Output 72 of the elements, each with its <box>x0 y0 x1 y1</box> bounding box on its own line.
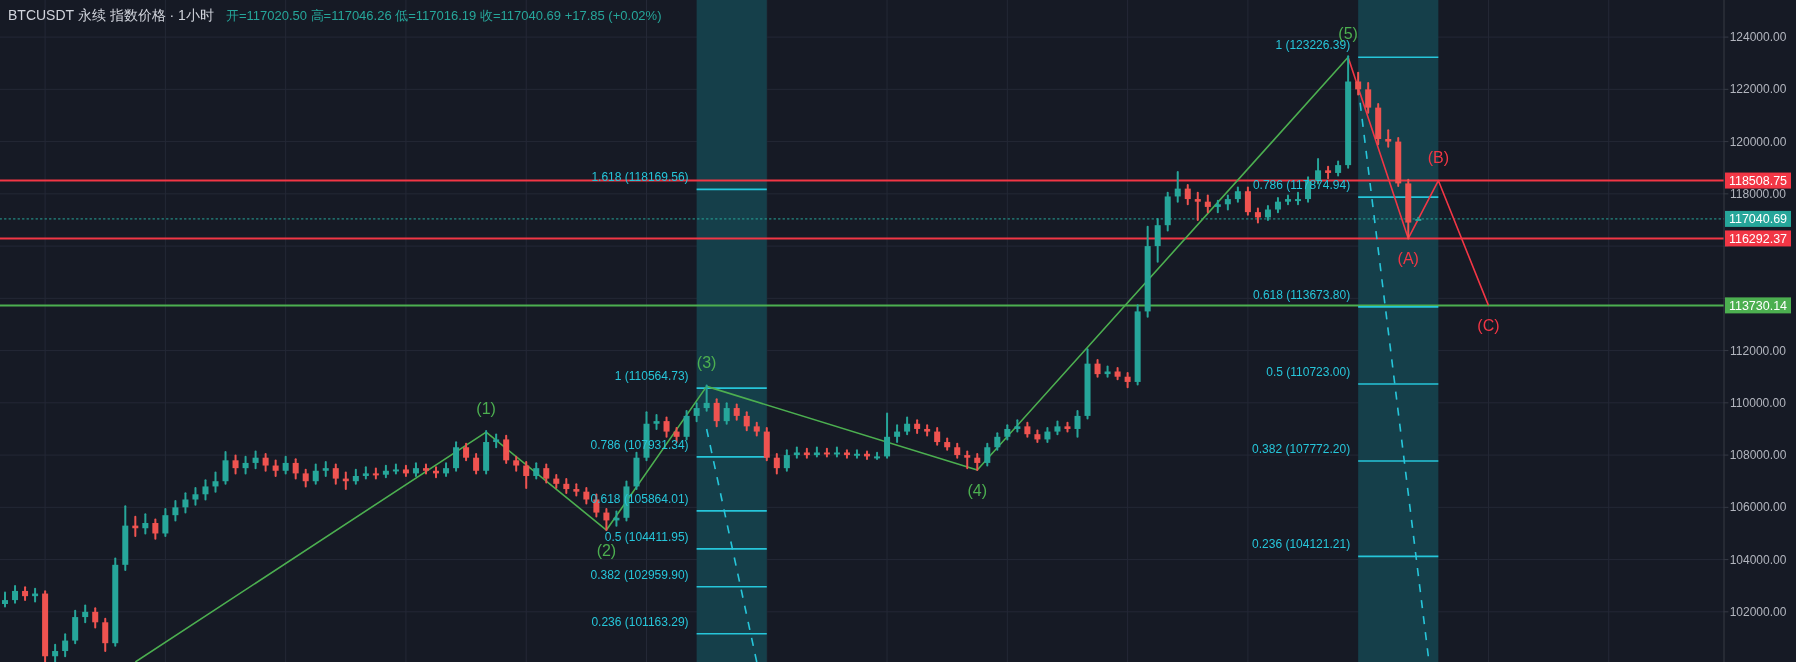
candlestick <box>212 471 219 493</box>
candlestick <box>663 416 670 438</box>
candlestick <box>332 463 339 485</box>
candlestick <box>1385 129 1392 148</box>
series-label: 0.236 (101163.29) <box>591 614 689 629</box>
y-tick-label: 120000.00 <box>1729 134 1787 149</box>
candlestick <box>683 409 690 441</box>
candlestick <box>312 463 319 485</box>
annotation: (3) <box>696 354 717 372</box>
series-label: 0.382 (102959.90) <box>590 567 689 582</box>
y-tick-label: 108000.00 <box>1729 448 1787 463</box>
text: 开=117020.50 高=117046.26 低=117016.19 收=117040.69 +17.85 (+0.02%) <box>225 8 662 23</box>
candlestick <box>1184 184 1191 206</box>
candlestick <box>773 453 780 475</box>
candlestick <box>713 398 720 428</box>
candlestick <box>823 447 830 458</box>
candlestick <box>984 442 991 467</box>
y-tick-label: 104000.00 <box>1729 552 1787 567</box>
candlestick <box>1074 409 1081 438</box>
series-label: 0.5 (110723.00) <box>1266 364 1351 379</box>
candlestick <box>473 453 480 475</box>
candlestick <box>152 518 159 540</box>
candlestick <box>453 441 460 472</box>
candlestick <box>372 467 379 480</box>
text: BTCUSDT 永续 指数价格 · 1小时 <box>8 7 214 23</box>
candlestick <box>72 609 79 645</box>
candlestick <box>1244 186 1251 216</box>
annotation: (B) <box>1427 148 1449 166</box>
candlestick <box>964 450 971 470</box>
y-tick-label: 118000.00 <box>1730 186 1787 201</box>
y-tick-label: 124000.00 <box>1729 30 1787 45</box>
series-label: 0.618 (113673.80) <box>1252 287 1351 302</box>
candlestick <box>322 460 329 477</box>
candlestick <box>503 434 510 464</box>
candlestick <box>62 633 69 658</box>
candlestick <box>222 451 229 485</box>
ref-line-label: 116292.37 <box>1728 231 1788 246</box>
ref-line-label: 118508.75 <box>1728 174 1788 189</box>
ref-line-label: 117040.69 <box>1728 212 1788 227</box>
candlestick <box>843 449 850 459</box>
candlestick <box>783 449 790 472</box>
candlestick <box>92 607 99 629</box>
candlestick <box>703 384 710 412</box>
series-label: 0.382 (107772.20) <box>1252 442 1351 457</box>
candlestick <box>884 412 891 459</box>
candlestick <box>1194 191 1201 221</box>
series-label: 1 (110564.73) <box>614 369 689 384</box>
candlestick <box>853 449 860 459</box>
series-label: 0.5 (104411.95) <box>604 529 689 544</box>
y-tick-label: 102000.00 <box>1729 604 1787 619</box>
y-tick-label: 112000.00 <box>1730 343 1787 358</box>
annotation: (1) <box>476 400 496 418</box>
annotation: (4) <box>967 481 988 499</box>
candlestick <box>874 451 881 461</box>
ref-line-label: 113730.14 <box>1728 298 1788 313</box>
annotation: (C) <box>1477 317 1500 335</box>
candlestick <box>102 617 109 653</box>
annotation: (A) <box>1397 250 1419 268</box>
candlestick <box>523 460 530 490</box>
y-tick-label: 106000.00 <box>1729 500 1787 515</box>
candlestick <box>723 402 730 425</box>
candlestick <box>292 458 299 480</box>
candlestick <box>1365 82 1372 114</box>
candlestick <box>162 507 169 538</box>
candlestick <box>142 513 149 535</box>
y-tick-label: 122000.00 <box>1729 82 1787 97</box>
annotation: (2) <box>596 542 617 560</box>
series-label: 0.236 (104121.21) <box>1252 537 1351 552</box>
candlestick <box>202 479 209 501</box>
y-tick-label: 110000.00 <box>1730 395 1787 410</box>
candlestick <box>1295 191 1302 206</box>
candlestick <box>172 500 179 522</box>
